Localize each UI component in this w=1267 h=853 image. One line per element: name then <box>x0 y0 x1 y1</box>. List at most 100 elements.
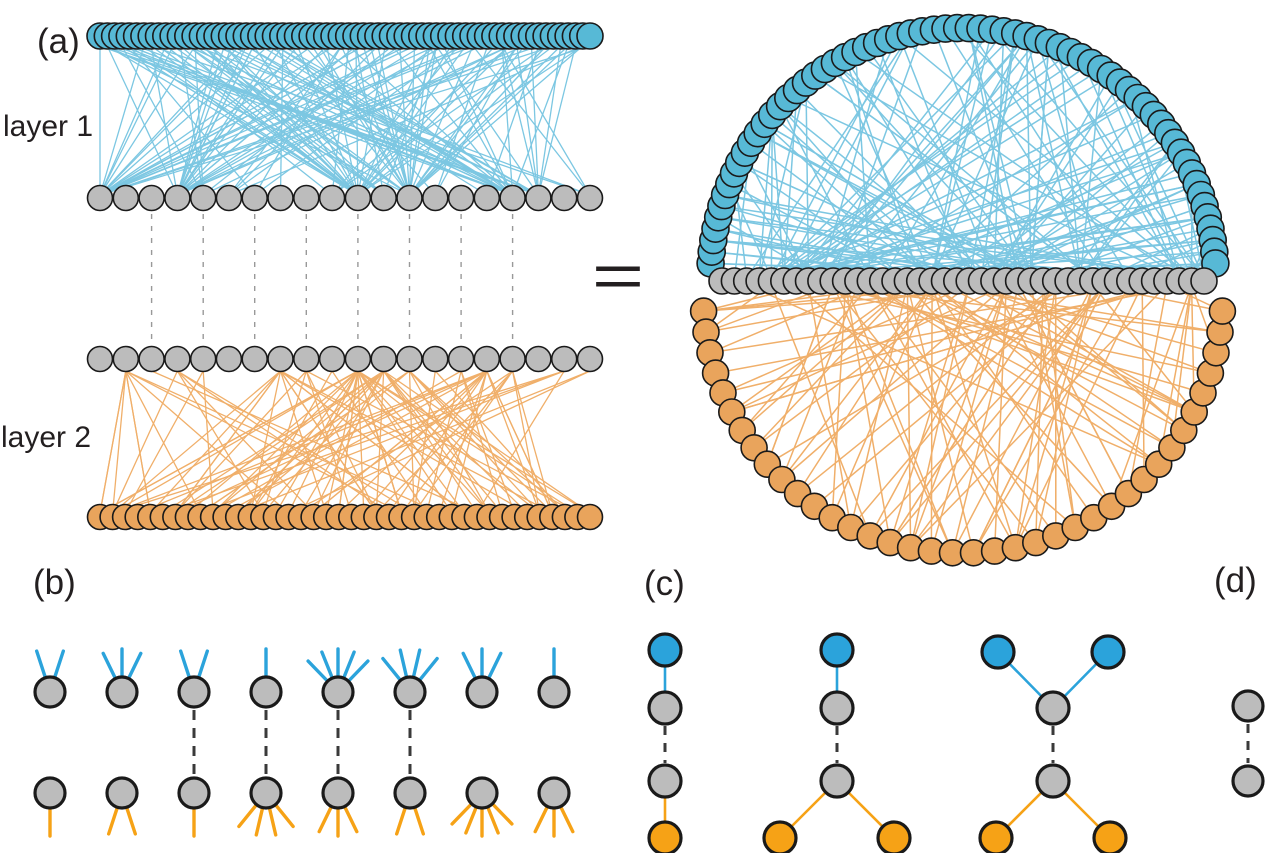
node <box>86 345 114 373</box>
edge <box>559 805 575 834</box>
node <box>576 22 604 50</box>
edge <box>408 45 518 196</box>
node <box>473 184 501 212</box>
layer1-top-nodes <box>86 22 604 50</box>
edge <box>254 806 265 837</box>
edge <box>796 284 1211 374</box>
edge <box>357 370 490 514</box>
edge <box>1042 284 1076 528</box>
edge <box>99 45 474 196</box>
edge <box>99 45 167 196</box>
node <box>215 184 243 212</box>
node <box>525 345 552 373</box>
edge <box>305 370 377 514</box>
edge <box>318 45 411 196</box>
node <box>447 184 475 212</box>
edge <box>418 656 439 682</box>
node <box>1035 690 1071 726</box>
edge <box>413 370 514 514</box>
edge <box>814 74 1094 279</box>
edge <box>1127 284 1168 494</box>
node <box>550 184 578 212</box>
edge <box>972 284 1131 554</box>
edge <box>968 33 1016 279</box>
edge <box>411 648 422 679</box>
edge <box>850 284 909 528</box>
edge <box>124 370 204 514</box>
edge <box>993 75 1112 279</box>
edge <box>931 284 1017 548</box>
edge <box>1025 36 1032 279</box>
edge <box>750 142 933 279</box>
edge <box>1037 39 1106 279</box>
edge <box>399 45 411 196</box>
merged-orange-arc-nodes <box>689 297 1237 567</box>
layer1-intra-edges <box>99 45 591 196</box>
edge <box>907 284 1195 413</box>
edge <box>112 370 488 514</box>
panel-b <box>33 647 575 838</box>
edge <box>99 45 379 196</box>
edge <box>99 45 554 196</box>
edge <box>165 45 359 196</box>
edge <box>288 370 591 514</box>
edge <box>357 370 403 514</box>
edge <box>968 284 1195 413</box>
edge <box>125 370 440 514</box>
edge <box>770 114 773 279</box>
edge <box>275 45 539 196</box>
edge <box>274 803 295 829</box>
edge <box>149 370 281 514</box>
edge <box>125 370 202 514</box>
node <box>421 345 449 373</box>
edge <box>150 45 591 196</box>
node <box>189 345 217 373</box>
edge <box>770 68 1102 279</box>
edge <box>408 370 415 514</box>
edge <box>783 90 798 279</box>
edge <box>237 370 591 514</box>
node <box>647 763 683 799</box>
edge <box>409 45 547 196</box>
edge <box>409 45 569 196</box>
edge <box>476 370 565 514</box>
node <box>576 503 604 531</box>
edge <box>511 370 541 514</box>
edge <box>177 45 510 196</box>
node <box>393 776 427 810</box>
edge <box>972 284 1106 554</box>
node <box>465 675 499 709</box>
edge <box>1048 42 1180 279</box>
edge <box>125 370 151 514</box>
node <box>876 820 912 853</box>
node <box>241 184 268 212</box>
edge <box>223 45 359 196</box>
node <box>499 184 526 212</box>
node <box>105 776 139 810</box>
edge <box>931 284 1173 449</box>
node <box>499 345 526 373</box>
edge <box>279 370 327 514</box>
node <box>138 184 165 212</box>
node <box>396 345 423 373</box>
node <box>177 675 211 709</box>
edge <box>434 370 566 514</box>
edge <box>783 33 912 279</box>
panel-d <box>1231 689 1265 798</box>
node <box>1208 297 1237 325</box>
edge <box>1014 284 1094 548</box>
edge <box>781 284 1007 481</box>
edge <box>197 649 210 679</box>
edge <box>101 651 117 680</box>
node <box>318 345 346 373</box>
panel-c-label: (c) <box>644 564 685 603</box>
node <box>980 634 1016 670</box>
edge <box>383 370 528 514</box>
edge <box>107 45 539 196</box>
edge <box>151 370 478 514</box>
edge <box>343 805 359 834</box>
edge <box>820 30 1005 279</box>
edge <box>201 45 359 196</box>
edge <box>175 370 385 514</box>
edge <box>721 205 1192 279</box>
